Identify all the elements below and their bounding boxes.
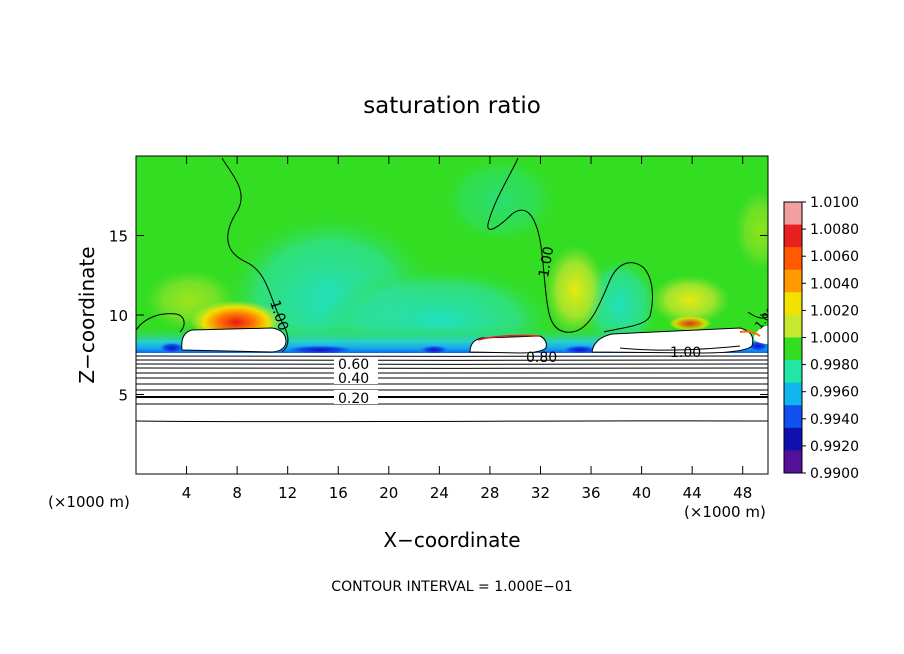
cloud-blob [469,335,547,354]
x-tick-label: 4 [182,484,192,502]
contour-label: 1.00 [536,245,557,278]
contour-label: 0.40 [338,371,369,387]
cloud-edge-red [739,330,761,337]
contour-lines [136,157,768,423]
contour-line [136,313,185,333]
contour-line [619,345,741,351]
colorbar-label: 1.0100 [810,195,859,211]
x-axis: 4 8 12 16 20 24 28 32 36 40 44 48 [182,156,752,502]
colorbar-swatch [784,360,802,384]
colorbar-label: 0.9900 [810,466,859,482]
contour-line [136,403,768,405]
contour-label: 0.20 [338,391,369,407]
x-tick-label: 44 [683,484,702,502]
y-tick-label: 15 [109,228,128,246]
y-axis-label: Z−coordinate [75,246,99,383]
contour-label-box [334,371,378,384]
field-blue-spot [418,345,450,355]
cloud-blob [591,327,754,354]
colorbar-label: 0.9960 [810,385,859,401]
colorbar-label: 1.0000 [810,331,859,347]
contour-label: 0.80 [526,350,557,366]
contour-line [136,389,768,391]
x-tick-label: 32 [531,484,550,502]
colorbar-label: 1.0080 [810,222,859,238]
contour-line [136,383,768,385]
contour-label: 0.60 [338,357,369,373]
colorbar-label: 0.9940 [810,412,859,428]
colorbar-label: 1.0040 [810,276,859,292]
colorbar-swatch [784,292,802,316]
x-unit-label-right: (×1000 m) [684,503,766,521]
cloud-blob [754,326,768,344]
y-tick-label: 10 [109,307,128,325]
x-tick-label: 36 [581,484,600,502]
plot-area: 0.20 0.40 0.60 0.80 1.00 1.00 1.00 1.00 [136,156,768,474]
x-tick-label: 20 [379,484,398,502]
chart-title: saturation ratio [363,93,541,119]
y-tick-label: 5 [118,387,128,405]
cloud-edge-red [477,334,541,341]
colorbar-swatch [784,337,802,361]
colorbar-swatch [784,247,802,271]
colorbar-label: 0.9920 [810,439,859,455]
x-tick-label: 16 [329,484,348,502]
x-axis-label: X−coordinate [383,528,520,552]
cloud-blob [181,327,287,353]
contour-interval-note: CONTOUR INTERVAL = 1.000E−01 [331,579,572,595]
contour-line [136,395,768,399]
colorbar-label: 1.0020 [810,303,859,319]
field-blue-spot [560,345,600,355]
contour-line [221,157,289,353]
contour-line [747,311,768,319]
colorbar: 1.0100 1.0080 1.0060 1.0040 1.0020 1.0000 0.99… [783,195,859,482]
x-tick-label: 8 [232,484,242,502]
colorbar-label: 0.9980 [810,358,859,374]
contour-line [136,377,768,379]
contour-label-box [334,357,378,369]
colorbar-swatch [784,202,802,226]
contour-line [136,420,768,423]
y-axis: 5 10 15 [109,228,768,405]
field-yellow-region [735,190,768,270]
x-tick-label: 40 [632,484,651,502]
field-yellow-region [545,245,605,335]
field-yellow-region [650,275,730,325]
field-cyan-region [440,156,560,245]
colorbar-swatch [784,405,802,429]
contour-line [136,372,768,374]
colorbar-swatch [784,269,802,293]
contour-label-box [334,390,378,404]
field-blue-spot [158,342,186,354]
contour-label: 1.00 [670,345,701,361]
colorbar-swatch [784,382,802,406]
x-unit-label-left: (×1000 m) [48,493,130,511]
field-blue-spot [280,345,360,355]
x-tick-label: 24 [430,484,449,502]
colorbar-label: 1.0060 [810,249,859,265]
colorbar-swatch [784,427,802,451]
colorbar-swatch [784,450,802,474]
colorbar-swatch [784,224,802,248]
x-tick-label: 48 [733,484,752,502]
colorbar-swatch [784,314,802,338]
x-tick-label: 12 [278,484,297,502]
x-tick-label: 28 [480,484,499,502]
field-white-region [136,353,768,474]
contour-line [487,157,653,333]
